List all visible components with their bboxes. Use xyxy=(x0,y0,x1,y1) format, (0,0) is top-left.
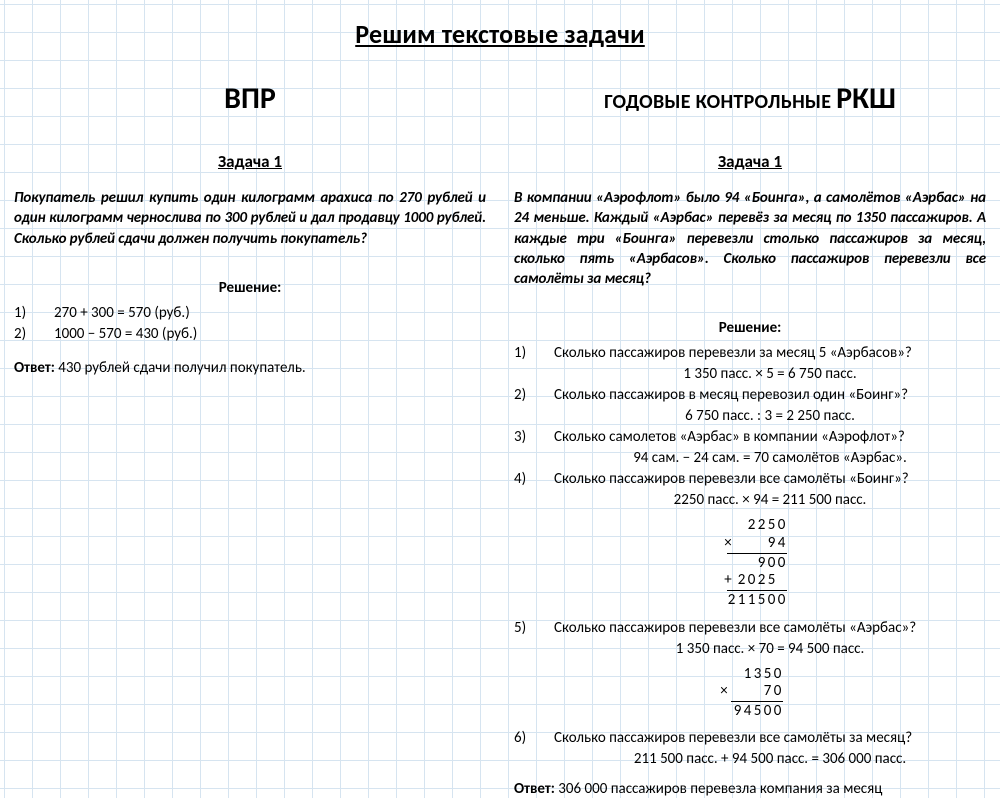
step-number: 2) xyxy=(14,324,54,345)
step-number: 5) xyxy=(514,618,554,639)
left-heading: ВПР xyxy=(14,80,486,117)
right-task-label: Задача 1 xyxy=(514,151,986,172)
columns: ВПР Задача 1 Покупатель решил купить оди… xyxy=(14,80,986,798)
step-calc: 1 350 пасс. × 70 = 94 500 пасс. xyxy=(514,639,986,660)
step-calc: 1 350 пасс. × 5 = 6 750 пасс. xyxy=(514,364,986,385)
answer-label: Ответ: xyxy=(14,359,55,377)
step-text: 270 + 300 = 570 (руб.) xyxy=(54,303,486,324)
step-number: 1) xyxy=(514,343,554,364)
step-number: 3) xyxy=(514,427,554,448)
page-title: Решим текстовые задачи xyxy=(14,18,986,50)
right-step: 2) Сколько пассажиров в месяц перевозил … xyxy=(514,385,986,406)
right-step: 1) Сколько пассажиров перевезли за месяц… xyxy=(514,343,986,364)
left-solution-label: Решение: xyxy=(14,279,486,297)
step-question: Сколько самолетов «Аэрбас» в компании «А… xyxy=(554,427,986,448)
left-problem-text: Покупатель решил купить один килограмм а… xyxy=(14,188,486,249)
left-heading-text: ВПР xyxy=(224,80,276,117)
left-step: 2) 1000 − 570 = 430 (руб.) xyxy=(14,324,486,345)
step-calc: 6 750 пасс. : 3 = 2 250 пасс. xyxy=(514,406,986,427)
step-calc: 94 сам. − 24 сам. = 70 самолётов «Аэрбас… xyxy=(514,448,986,469)
right-problem-text: В компании «Аэрофлот» было 94 «Боинга», … xyxy=(514,188,986,289)
step-text: 1000 − 570 = 430 (руб.) xyxy=(54,324,486,345)
left-column: ВПР Задача 1 Покупатель решил купить оди… xyxy=(14,80,486,798)
step-question: Сколько пассажиров в месяц перевозил оди… xyxy=(554,385,986,406)
right-heading-small: ГОДОВЫЕ КОНТРОЛЬНЫЕ xyxy=(604,90,836,114)
long-multiplication-1: 2250 ×94 900 +2025 211500 xyxy=(713,517,787,609)
left-task-label: Задача 1 xyxy=(14,151,486,172)
answer-label: Ответ: xyxy=(514,780,555,798)
step-number: 2) xyxy=(514,385,554,406)
right-step: 3) Сколько самолетов «Аэрбас» в компании… xyxy=(514,427,986,448)
right-heading: ГОДОВЫЕ КОНТРОЛЬНЫЕ РКШ xyxy=(514,80,986,117)
answer-text: 430 рублей сдачи получил покупатель. xyxy=(55,359,306,377)
worksheet-page: Решим текстовые задачи ВПР Задача 1 Поку… xyxy=(0,0,1000,798)
step-question: Сколько пассажиров перевезли все самолёт… xyxy=(554,469,986,490)
step-calc: 2250 пасс. × 94 = 211 500 пасс. xyxy=(514,490,986,511)
answer-text: 306 000 пассажиров перевезла компания за… xyxy=(555,780,882,798)
right-heading-big: РКШ xyxy=(836,80,896,117)
step-calc: 211 500 пасс. + 94 500 пасс. = 306 000 п… xyxy=(514,749,986,770)
right-step: 4) Сколько пассажиров перевезли все само… xyxy=(514,469,986,490)
right-step: 5) Сколько пассажиров перевезли все само… xyxy=(514,618,986,639)
step-number: 1) xyxy=(14,303,54,324)
right-column: ГОДОВЫЕ КОНТРОЛЬНЫЕ РКШ Задача 1 В компа… xyxy=(514,80,986,798)
right-solution-label: Решение: xyxy=(514,319,986,337)
step-question: Сколько пассажиров перевезли за месяц 5 … xyxy=(554,343,986,364)
left-answer: Ответ: 430 рублей сдачи получил покупате… xyxy=(14,359,486,377)
left-step: 1) 270 + 300 = 570 (руб.) xyxy=(14,303,486,324)
right-answer-cut: Ответ: 306 000 пассажиров перевезла комп… xyxy=(514,780,986,798)
step-question: Сколько пассажиров перевезли все самолёт… xyxy=(554,618,986,639)
long-multiplication-2: 1350 ×70 94500 xyxy=(717,666,783,721)
step-number: 4) xyxy=(514,469,554,490)
